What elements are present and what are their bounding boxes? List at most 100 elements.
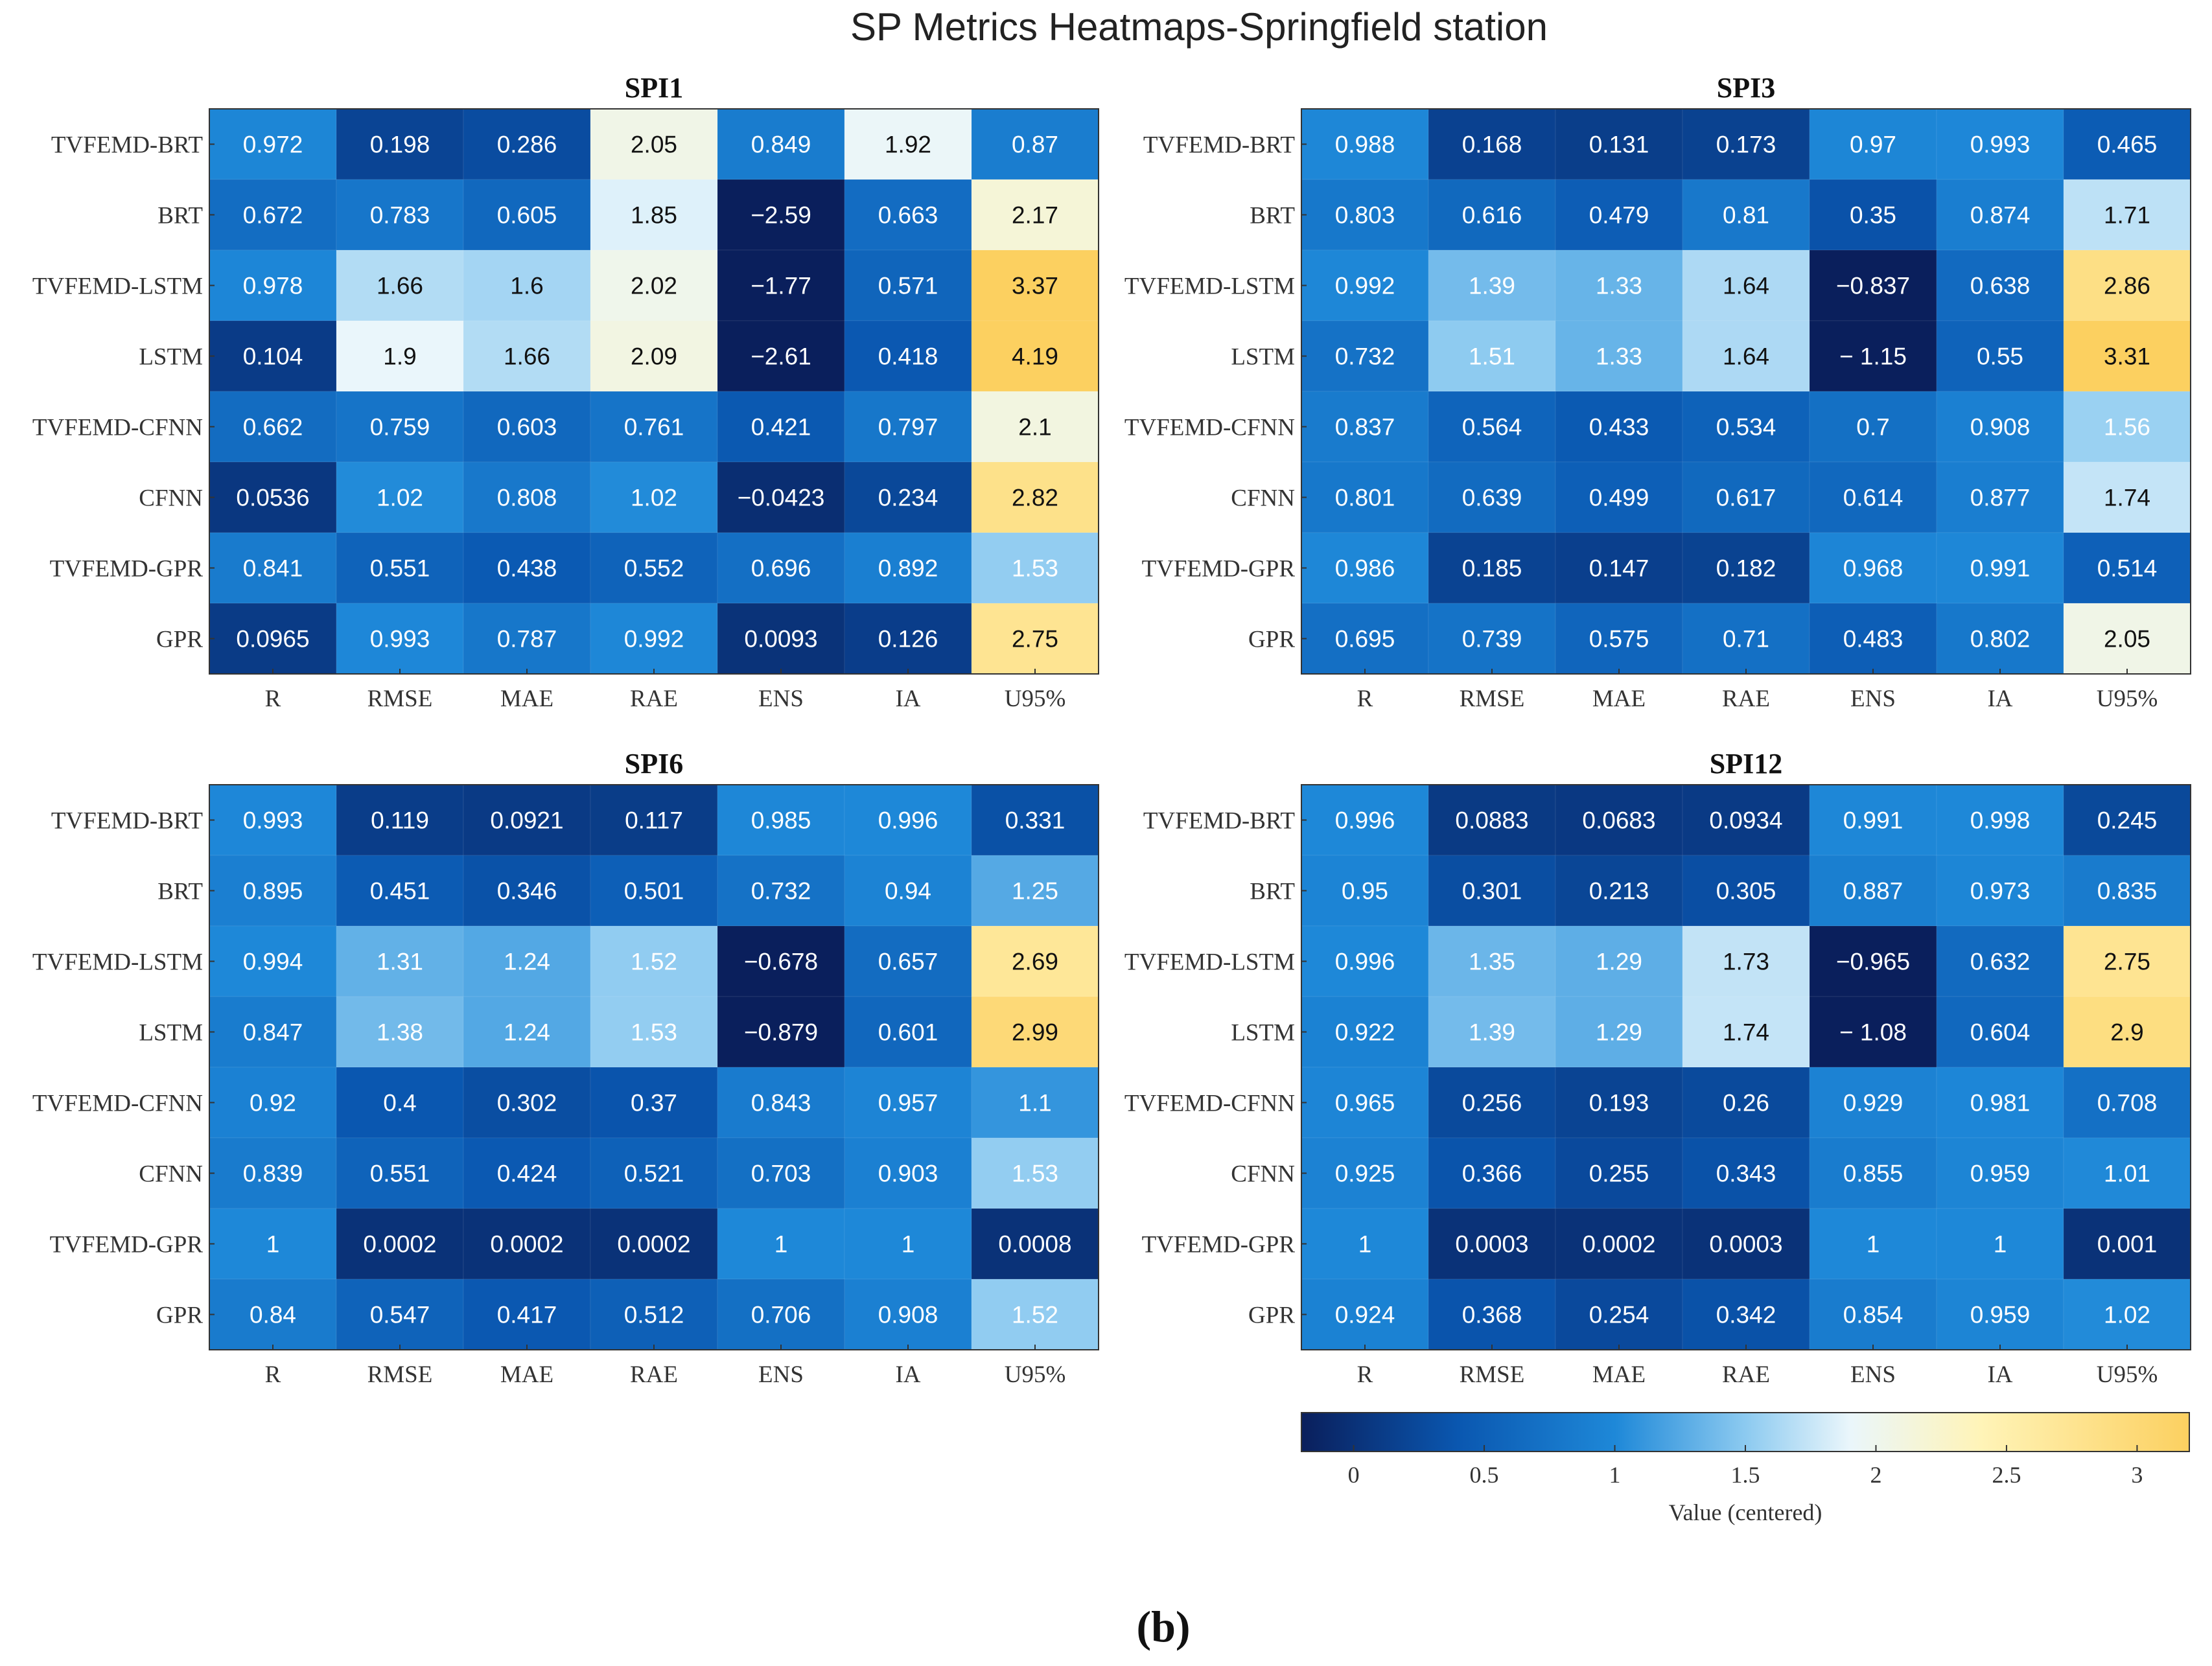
cell-value-label: 0.662 [243, 414, 303, 441]
cell-value-label: 0.988 [1335, 132, 1395, 158]
cell-value-label: 1.31 [377, 949, 423, 975]
cell-value-label: 0.854 [1843, 1302, 1903, 1328]
heatmap-cell [1428, 108, 1556, 180]
heatmap-cell [1428, 249, 1556, 321]
cell-value-label: 0.193 [1589, 1090, 1649, 1116]
heatmap-cell [971, 532, 1099, 604]
cell-value-label: −0.879 [744, 1019, 818, 1046]
cell-value-label: 2.69 [1012, 949, 1058, 975]
cell-value-label: 0.802 [1970, 626, 2031, 653]
cell-value-label: 1.02 [2104, 1302, 2150, 1328]
cell-value-label: 0.761 [624, 414, 684, 441]
cell-value-label: 0.638 [1970, 273, 2031, 299]
cell-value-label: 0.837 [1335, 414, 1395, 441]
heatmap-cell [844, 249, 972, 321]
cell-value-label: 0.903 [878, 1161, 938, 1187]
heatmap-cell [1301, 1137, 1429, 1209]
cell-value-label: 0.0008 [998, 1231, 1071, 1258]
heatmap-cell [209, 784, 337, 856]
cell-value-label: 0.479 [1589, 202, 1649, 229]
cell-value-label: 0.959 [1970, 1302, 2031, 1328]
row-label: CFNN [139, 1161, 203, 1188]
cell-value-label: −2.59 [751, 202, 811, 229]
colorbar-ticks: 0 0.5 1 1.5 2 2.5 3 [1348, 1445, 2143, 1488]
heatmap-cell [209, 855, 337, 927]
heatmap-cell [1809, 1278, 1937, 1350]
heatmap-cell [1301, 1208, 1429, 1280]
row-label: TVFEMD-CFNN [1124, 415, 1295, 441]
cell-value-label: 0.81 [1723, 202, 1769, 229]
heatmap-cell [1301, 784, 1429, 856]
cell-value-label: 0.26 [1723, 1090, 1769, 1116]
row-label: TVFEMD-BRT [51, 808, 203, 835]
cell-value-label: 0.849 [751, 132, 811, 158]
row-label: GPR [1248, 1302, 1295, 1329]
heatmap-cell [971, 108, 1099, 180]
cell-value-label: 0.551 [370, 1161, 430, 1187]
cell-value-label: 0.874 [1970, 202, 2031, 229]
heatmap-cell [1682, 925, 1810, 997]
heatmap-cell [463, 1137, 591, 1209]
cell-value-label: 0.908 [878, 1302, 938, 1328]
heatmap-cell [590, 784, 718, 856]
cell-value-label: 0.512 [624, 1302, 684, 1328]
cell-value-label: 0.617 [1716, 485, 1776, 511]
column-label: MAE [1592, 1361, 1646, 1388]
cell-value-label: 0.703 [751, 1161, 811, 1187]
heatmap-cell [971, 1137, 1099, 1209]
cell-value-label: 1 [1358, 1231, 1372, 1258]
cell-value-label: 0.119 [371, 807, 429, 834]
heatmap-cell [1428, 391, 1556, 463]
cell-value-label: 0.0093 [744, 626, 817, 653]
cell-value-label: 1.52 [1012, 1302, 1058, 1328]
heatmap-cell [1555, 1067, 1683, 1139]
cell-value-label: 0.286 [497, 132, 557, 158]
cell-value-label: 0.924 [1335, 1302, 1395, 1328]
cell-value-label: 0.973 [1970, 878, 2031, 905]
cell-value-label: 0.604 [1970, 1019, 2031, 1046]
cell-value-label: 0.483 [1843, 626, 1903, 653]
colorbar-tick-label: 1 [1609, 1462, 1621, 1488]
cell-value-label: 1.64 [1723, 343, 1769, 370]
heatmap-cell [209, 320, 337, 392]
column-label: RMSE [1460, 686, 1525, 712]
cell-value-label: 1.51 [1469, 343, 1515, 370]
cell-value-label: 0.0002 [617, 1231, 690, 1258]
cell-value-label: 2.86 [2104, 273, 2150, 299]
heatmap-cell [717, 532, 845, 604]
heatmap-cell [1428, 1137, 1556, 1209]
cell-value-label: − 1.15 [1839, 343, 1907, 370]
column-label: RAE [630, 686, 678, 712]
heatmap-cell [971, 603, 1099, 675]
cell-value-label: 4.19 [1012, 343, 1058, 370]
cell-value-label: −1.77 [751, 273, 811, 299]
heatmap-cell [336, 1208, 464, 1280]
cell-value-label: 0.986 [1335, 555, 1395, 582]
cell-value-label: −0.0423 [738, 485, 825, 511]
cell-value-label: 0.514 [2097, 555, 2158, 582]
heatmap-cell [209, 461, 337, 533]
cell-value-label: 0.895 [243, 878, 303, 905]
column-label: U95% [2097, 1361, 2158, 1388]
heatmap-cell [971, 1278, 1099, 1350]
heatmap-cell [717, 996, 845, 1068]
cell-value-label: 0.957 [878, 1090, 938, 1116]
cell-value-label: 0.126 [878, 626, 938, 653]
colorbar-tick-label: 0.5 [1470, 1462, 1499, 1488]
heatmap-cell [1428, 1067, 1556, 1139]
cell-value-label: 0.346 [497, 878, 557, 905]
heatmap-cell [844, 1137, 972, 1209]
heatmap-cell [971, 925, 1099, 997]
heatmap-cell [844, 603, 972, 675]
heatmap-cell [1936, 1137, 2064, 1209]
cell-value-label: 1.01 [2104, 1161, 2150, 1187]
heatmap-cell [1428, 461, 1556, 533]
heatmap-cell [1936, 996, 2064, 1068]
heatmap-cell [336, 925, 464, 997]
cell-value-label: 0.7 [1856, 414, 1889, 441]
heatmap-cell [1936, 179, 2064, 251]
column-label: R [1357, 686, 1373, 712]
heatmap-cell [1555, 603, 1683, 675]
heatmap-cell [971, 1208, 1099, 1280]
heatmap-cell [971, 320, 1099, 392]
